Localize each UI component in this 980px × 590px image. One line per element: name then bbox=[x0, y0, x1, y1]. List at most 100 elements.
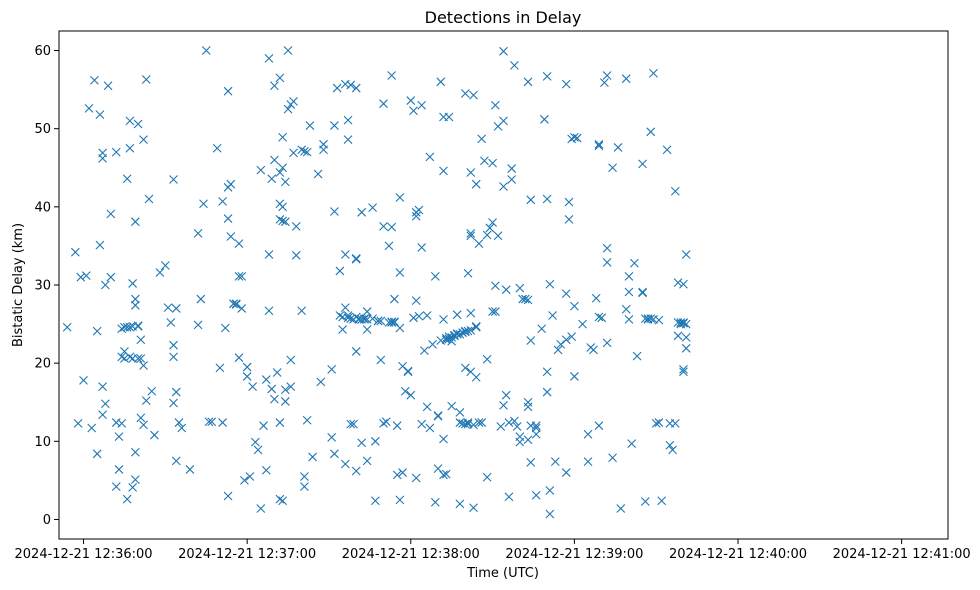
data-point bbox=[425, 423, 435, 433]
data-point bbox=[550, 457, 560, 467]
data-point bbox=[139, 135, 148, 145]
data-point bbox=[196, 294, 206, 304]
data-point bbox=[570, 132, 579, 142]
y-axis-label: Bistatic Delay (km) bbox=[11, 223, 26, 347]
data-point bbox=[387, 71, 397, 80]
data-point bbox=[351, 254, 361, 264]
data-point bbox=[395, 323, 405, 333]
data-point bbox=[482, 472, 492, 482]
data-point bbox=[504, 492, 514, 502]
data-point bbox=[499, 116, 508, 126]
data-point bbox=[540, 114, 549, 124]
data-point bbox=[553, 345, 563, 355]
data-point bbox=[313, 169, 323, 179]
data-point bbox=[395, 495, 405, 505]
data-point bbox=[150, 430, 159, 440]
data-point bbox=[466, 325, 476, 335]
data-point bbox=[463, 418, 473, 427]
data-point bbox=[242, 362, 252, 372]
data-point bbox=[561, 289, 571, 298]
data-point bbox=[267, 384, 277, 394]
data-point bbox=[466, 231, 476, 241]
data-point bbox=[278, 163, 288, 173]
data-point bbox=[351, 347, 361, 356]
x-tick-label: 2024-12-21 12:37:00 bbox=[178, 547, 316, 562]
data-point bbox=[141, 396, 151, 406]
data-point bbox=[670, 418, 680, 428]
data-point bbox=[411, 296, 421, 306]
data-point bbox=[275, 494, 285, 504]
data-point bbox=[340, 303, 350, 313]
data-point bbox=[469, 503, 478, 513]
data-point bbox=[133, 119, 143, 129]
data-point bbox=[414, 311, 424, 321]
data-point bbox=[624, 314, 634, 324]
data-point bbox=[480, 156, 489, 166]
data-point bbox=[95, 110, 105, 120]
data-point bbox=[218, 196, 228, 206]
x-tick-label: 2024-12-21 12:36:00 bbox=[15, 547, 153, 562]
data-point bbox=[447, 336, 457, 346]
data-point bbox=[245, 472, 255, 481]
data-point bbox=[531, 429, 541, 439]
data-point bbox=[471, 372, 481, 382]
data-point bbox=[542, 387, 552, 397]
data-point bbox=[679, 318, 688, 327]
data-point bbox=[439, 314, 448, 324]
data-point bbox=[272, 368, 282, 377]
data-point bbox=[430, 272, 440, 281]
data-point bbox=[275, 73, 285, 83]
data-point bbox=[351, 83, 361, 93]
data-point bbox=[507, 164, 517, 173]
data-point bbox=[114, 465, 124, 474]
data-point bbox=[379, 418, 388, 428]
data-point bbox=[130, 475, 140, 484]
data-point bbox=[679, 279, 688, 289]
y-tick-label: 0 bbox=[43, 513, 51, 528]
data-point bbox=[379, 221, 388, 231]
data-point bbox=[447, 401, 457, 411]
data-point bbox=[570, 372, 579, 381]
data-point bbox=[171, 387, 181, 397]
data-point bbox=[455, 408, 465, 417]
data-point bbox=[545, 486, 555, 495]
data-point bbox=[471, 322, 481, 331]
data-point bbox=[616, 504, 626, 513]
data-point bbox=[215, 363, 225, 373]
data-point bbox=[589, 345, 598, 355]
data-point bbox=[360, 314, 369, 324]
data-point bbox=[439, 434, 448, 444]
data-point bbox=[602, 338, 612, 348]
data-point bbox=[523, 402, 533, 412]
data-point bbox=[510, 416, 519, 426]
data-point bbox=[125, 352, 135, 362]
data-point bbox=[139, 420, 148, 430]
data-point bbox=[340, 250, 350, 259]
data-point bbox=[548, 311, 557, 320]
data-point bbox=[545, 279, 555, 289]
data-point bbox=[95, 240, 105, 250]
data-point bbox=[679, 367, 688, 377]
data-point bbox=[253, 445, 263, 455]
data-point bbox=[169, 398, 178, 408]
data-point bbox=[395, 268, 405, 277]
data-point bbox=[441, 469, 451, 479]
data-point bbox=[122, 494, 132, 504]
data-point bbox=[411, 211, 421, 221]
data-point bbox=[474, 239, 484, 248]
data-point bbox=[422, 402, 432, 412]
data-point bbox=[368, 203, 377, 213]
data-point bbox=[275, 214, 285, 224]
data-point bbox=[229, 299, 238, 309]
data-point bbox=[387, 222, 397, 232]
data-point bbox=[199, 199, 208, 209]
data-point bbox=[291, 221, 301, 231]
data-point bbox=[166, 318, 176, 327]
data-point bbox=[171, 304, 181, 313]
data-point bbox=[594, 312, 604, 322]
data-point bbox=[81, 271, 91, 281]
data-point bbox=[602, 257, 612, 267]
data-point bbox=[133, 321, 143, 331]
data-point bbox=[392, 470, 402, 480]
data-point bbox=[87, 423, 97, 433]
